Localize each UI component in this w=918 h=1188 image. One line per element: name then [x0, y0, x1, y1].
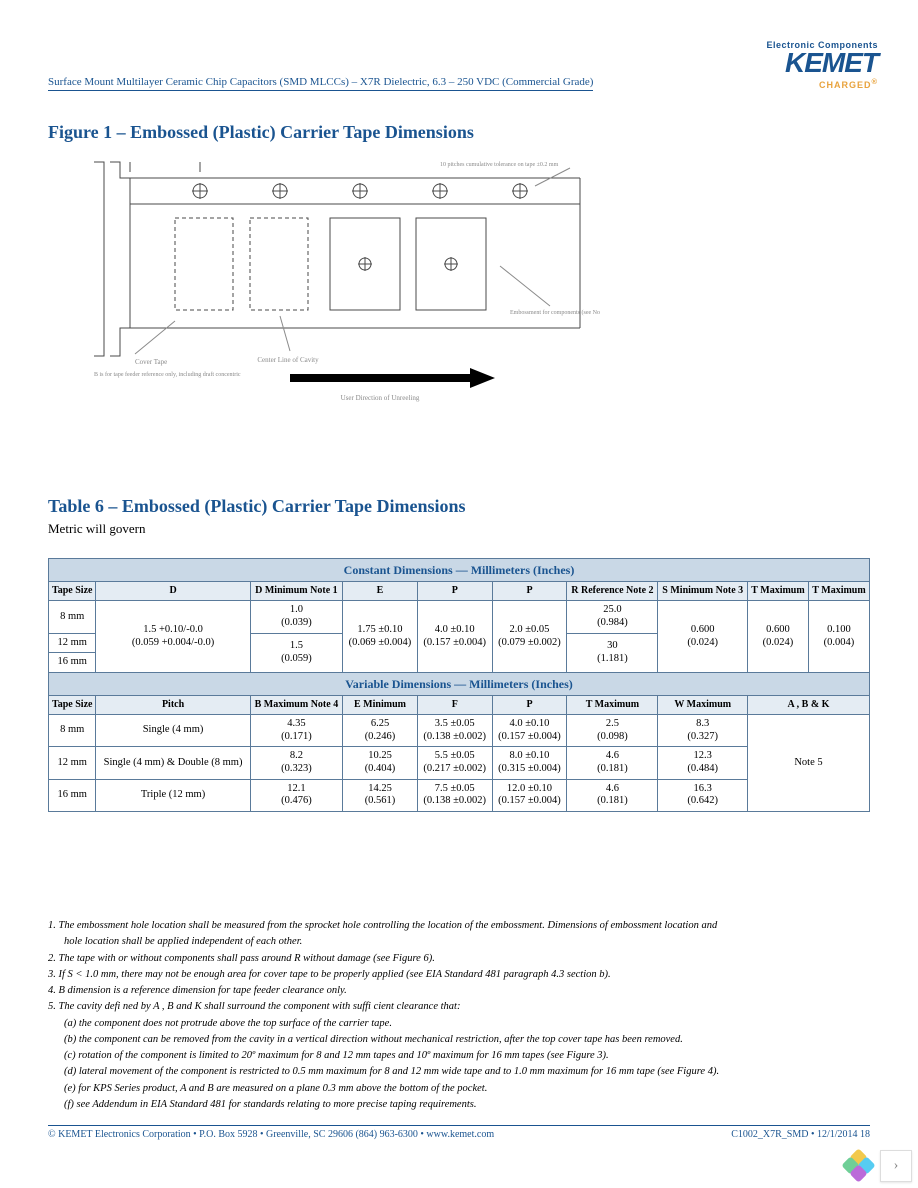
table-cell: 1.5 (0.059) [250, 633, 342, 672]
table-cell: 7.5 ±0.05 (0.138 ±0.002) [417, 779, 492, 811]
table-notes: 1. The embossment hole location shall be… [48, 918, 870, 1113]
table-cell: 0.100 (0.004) [808, 601, 869, 672]
table-cell: 4.35 (0.171) [250, 715, 342, 747]
col-hdr: T Maximum [748, 582, 809, 601]
col-hdr: D Minimum Note 1 [250, 582, 342, 601]
col-hdr: Tape Size [49, 582, 96, 601]
table-cell: 16 mm [49, 779, 96, 811]
table-cell: 25.0 (0.984) [567, 601, 658, 633]
col-hdr: S Minimum Note 3 [658, 582, 748, 601]
note-1b: hole location shall be applied independe… [48, 934, 870, 950]
metric-note: Metric will govern [48, 521, 145, 537]
note-3: 3. If S < 1.0 mm, there may not be enoug… [48, 967, 870, 983]
col-hdr: W Maximum [658, 696, 748, 715]
col-hdr: D [96, 582, 250, 601]
col-hdr: P [492, 696, 567, 715]
table-cell: 8 mm [49, 601, 96, 633]
table-section-2: Variable Dimensions — Millimeters (Inche… [49, 672, 870, 695]
viewer-logo-icon[interactable] [844, 1151, 874, 1181]
table-cell: Note 5 [748, 715, 870, 812]
note-5: 5. The cavity defi ned by A , B and K sh… [48, 999, 870, 1015]
table-cell: 8 mm [49, 715, 96, 747]
col-hdr: B Maximum Note 4 [250, 696, 342, 715]
logo-charged: CHARGED® [766, 77, 878, 90]
table-cell: 12.0 ±0.10 (0.157 ±0.004) [492, 779, 567, 811]
table-cell: 12.3 (0.484) [658, 747, 748, 779]
table-cell: 8.0 ±0.10 (0.315 ±0.004) [492, 747, 567, 779]
next-page-button[interactable]: › [880, 1150, 912, 1182]
table-cell: 14.25 (0.561) [343, 779, 418, 811]
table-cell: 8.3 (0.327) [658, 715, 748, 747]
table-title: Table 6 – Embossed (Plastic) Carrier Tap… [48, 496, 466, 517]
table-cell: 6.25 (0.246) [343, 715, 418, 747]
page-header: Surface Mount Multilayer Ceramic Chip Ca… [48, 40, 878, 91]
table-cell: Single (4 mm) & Double (8 mm) [96, 747, 250, 779]
diagram-holes-label: 10 pitches cumulative tolerance on tape … [440, 162, 559, 168]
table-cell: 12 mm [49, 633, 96, 653]
note-5f: (f) see Addendum in EIA Standard 481 for… [48, 1097, 870, 1113]
table-cell: 12.1 (0.476) [250, 779, 342, 811]
col-hdr: Pitch [96, 696, 250, 715]
table-cell: Triple (12 mm) [96, 779, 250, 811]
note-1: 1. The embossment hole location shall be… [48, 918, 870, 934]
table-cell: 10.25 (0.404) [343, 747, 418, 779]
col-hdr: Tape Size [49, 696, 96, 715]
page-footer: © KEMET Electronics Corporation • P.O. B… [48, 1125, 870, 1140]
table-cell: 16 mm [49, 653, 96, 673]
col-hdr: E [343, 582, 418, 601]
diagram-noteb-label: B is for tape feeder reference only, inc… [94, 371, 241, 378]
viewer-widget: › [844, 1150, 912, 1182]
table-cell: 4.6 (0.181) [567, 779, 658, 811]
diagram-cover-label: Cover Tape [135, 358, 167, 366]
col-hdr: A , B & K [748, 696, 870, 715]
col-hdr: F [417, 696, 492, 715]
table-cell: 4.0 ±0.10 (0.157 ±0.004) [492, 715, 567, 747]
table-cell: 8.2 (0.323) [250, 747, 342, 779]
table-cell: Single (4 mm) [96, 715, 250, 747]
diagram-arrow-label: User Direction of Unreeling [341, 394, 420, 402]
table-cell: 3.5 ±0.05 (0.138 ±0.002) [417, 715, 492, 747]
col-hdr: E Minimum [343, 696, 418, 715]
col-hdr: R Reference Note 2 [567, 582, 658, 601]
note-5c: (c) rotation of the component is limited… [48, 1048, 870, 1064]
note-5a: (a) the component does not protrude abov… [48, 1016, 870, 1032]
table-cell: 2.5 (0.098) [567, 715, 658, 747]
diagram-centerline-label: Center Line of Cavity [257, 356, 319, 364]
table-cell: 1.0 (0.039) [250, 601, 342, 633]
table-cell: 0.600 (0.024) [748, 601, 809, 672]
col-hdr: T Maximum [808, 582, 869, 601]
table-cell: 1.5 +0.10/-0.0 (0.059 +0.004/-0.0) [96, 601, 250, 672]
col-hdr: P [417, 582, 492, 601]
table-cell: 1.75 ±0.10 (0.069 ±0.004) [343, 601, 418, 672]
note-5b: (b) the component can be removed from th… [48, 1032, 870, 1048]
note-2: 2. The tape with or without components s… [48, 951, 870, 967]
table-cell: 30 (1.181) [567, 633, 658, 672]
table-cell: 0.600 (0.024) [658, 601, 748, 672]
footer-right: C1002_X7R_SMD • 12/1/2014 18 [731, 1129, 870, 1140]
table-cell: 4.0 ±0.10 (0.157 ±0.004) [417, 601, 492, 672]
table-cell: 16.3 (0.642) [658, 779, 748, 811]
col-hdr: P [492, 582, 567, 601]
diagram-emboss-label: Embossment for components (see Note 5 Ta… [510, 309, 600, 316]
note-5e: (e) for KPS Series product, A and B are … [48, 1081, 870, 1097]
dimensions-table: Constant Dimensions — Millimeters (Inche… [48, 558, 870, 812]
table-cell: 2.0 ±0.05 (0.079 ±0.002) [492, 601, 567, 672]
logo-name: KEMET [766, 50, 878, 77]
note-4: 4. B dimension is a reference dimension … [48, 983, 870, 999]
kemet-logo: Electronic Components KEMET CHARGED® [766, 40, 878, 90]
note-5d: (d) lateral movement of the component is… [48, 1064, 870, 1080]
table-cell: 12 mm [49, 747, 96, 779]
col-hdr: T Maximum [567, 696, 658, 715]
table-section-1: Constant Dimensions — Millimeters (Inche… [49, 559, 870, 582]
carrier-tape-diagram: User Direction of Unreeling Center Line … [80, 156, 600, 406]
footer-left: © KEMET Electronics Corporation • P.O. B… [48, 1129, 494, 1140]
table-cell: 5.5 ±0.05 (0.217 ±0.002) [417, 747, 492, 779]
table-cell: 4.6 (0.181) [567, 747, 658, 779]
header-breadcrumb: Surface Mount Multilayer Ceramic Chip Ca… [48, 76, 593, 91]
figure-title: Figure 1 – Embossed (Plastic) Carrier Ta… [48, 122, 474, 143]
chevron-right-icon: › [894, 1158, 899, 1174]
